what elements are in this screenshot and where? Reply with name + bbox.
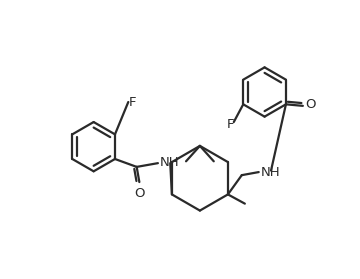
Text: O: O [305, 98, 316, 111]
Text: O: O [134, 187, 145, 200]
Text: NH: NH [160, 156, 180, 169]
Text: F: F [129, 96, 136, 109]
Text: NH: NH [261, 165, 281, 179]
Text: F: F [227, 118, 234, 131]
